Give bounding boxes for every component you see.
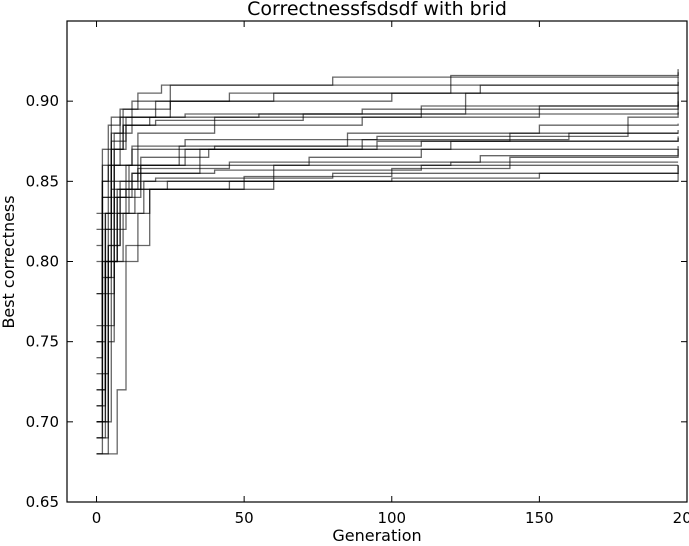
series-line-3 <box>96 69 679 343</box>
x-tick-label: 200 <box>673 509 689 527</box>
y-axis-label: Best correctness <box>0 195 18 328</box>
x-tick-label: 150 <box>525 509 554 527</box>
series-line-6 <box>96 146 679 407</box>
series-line-15 <box>96 149 679 423</box>
x-tick-label: 100 <box>377 509 406 527</box>
chart-title: Correctnessfsdsdf with brid <box>247 0 507 20</box>
series-line-14 <box>96 132 679 391</box>
y-tick-label: 0.75 <box>26 333 59 351</box>
series-line-7 <box>96 165 679 423</box>
axis-ticks: 0 50 100 150 200 0.65 0.70 0.75 0.80 0.85 0.90 <box>26 21 689 527</box>
y-tick-label: 0.65 <box>26 493 59 511</box>
series-line-18 <box>96 77 679 215</box>
y-tick-label: 0.85 <box>26 172 59 190</box>
series-line-23 <box>96 101 679 343</box>
x-axis-label: Generation <box>332 526 421 545</box>
series-line-24 <box>96 101 679 247</box>
x-tick-label: 50 <box>235 509 254 527</box>
series-line-11 <box>96 91 679 359</box>
series-line-9 <box>96 180 679 455</box>
series-line-19 <box>96 164 679 455</box>
series-line-10 <box>96 138 679 295</box>
y-tick-label: 0.90 <box>26 92 59 110</box>
y-tick-label: 0.70 <box>26 413 59 431</box>
series-line-25 <box>96 173 679 439</box>
series-line-8 <box>96 165 679 263</box>
series-line-16 <box>96 112 679 327</box>
series-line-21 <box>96 92 679 295</box>
series-line-20 <box>96 136 679 375</box>
x-tick-label: 0 <box>92 509 102 527</box>
series-line-13 <box>96 161 679 439</box>
y-tick-label: 0.80 <box>26 253 59 271</box>
series-line-22 <box>96 149 679 423</box>
series-lines <box>96 69 679 455</box>
